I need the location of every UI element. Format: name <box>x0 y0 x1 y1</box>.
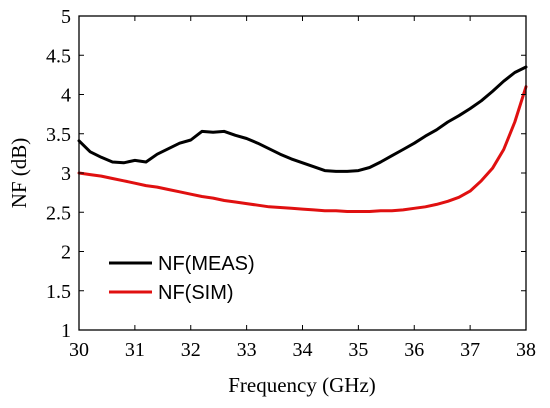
x-tick-label: 34 <box>293 339 313 361</box>
y-tick-label: 1 <box>61 320 71 342</box>
legend-label-meas: NF(MEAS) <box>158 253 255 275</box>
series-line-sim <box>77 85 528 213</box>
y-tick-label: 1.5 <box>46 281 71 303</box>
y-tick-label: 4.5 <box>46 45 71 67</box>
y-tick-label: 2.5 <box>46 202 71 224</box>
legend-label-sim: NF(SIM) <box>158 282 234 304</box>
x-tick-label: 35 <box>348 339 368 361</box>
y-tick-label: 3.5 <box>46 124 71 146</box>
x-tick-label: 37 <box>460 339 480 361</box>
legend: NF(MEAS) NF(SIM) <box>109 253 255 304</box>
plot-background <box>79 16 526 330</box>
plot-frame <box>78 15 527 331</box>
x-tick-label: 30 <box>69 339 89 361</box>
x-axis-label: Frequency (GHz) <box>228 373 376 397</box>
x-tick-label: 32 <box>181 339 201 361</box>
x-tick-label: 38 <box>516 339 536 361</box>
x-tick-label: 33 <box>237 339 257 361</box>
y-tick-label: 4 <box>61 85 71 107</box>
y-axis-label: NF (dB) <box>7 138 31 209</box>
series-layer <box>77 65 528 213</box>
tick-layer: 30 31 32 33 34 35 36 37 38 1 1.5 2 2.5 3 3.5 4 4.5 5 <box>46 6 536 361</box>
y-tick-label: 3 <box>61 163 71 185</box>
y-tick-label: 5 <box>61 6 71 28</box>
series-line-meas <box>77 65 528 173</box>
y-tick-label: 2 <box>61 242 71 264</box>
x-tick-label: 36 <box>404 339 424 361</box>
x-tick-label: 31 <box>125 339 145 361</box>
